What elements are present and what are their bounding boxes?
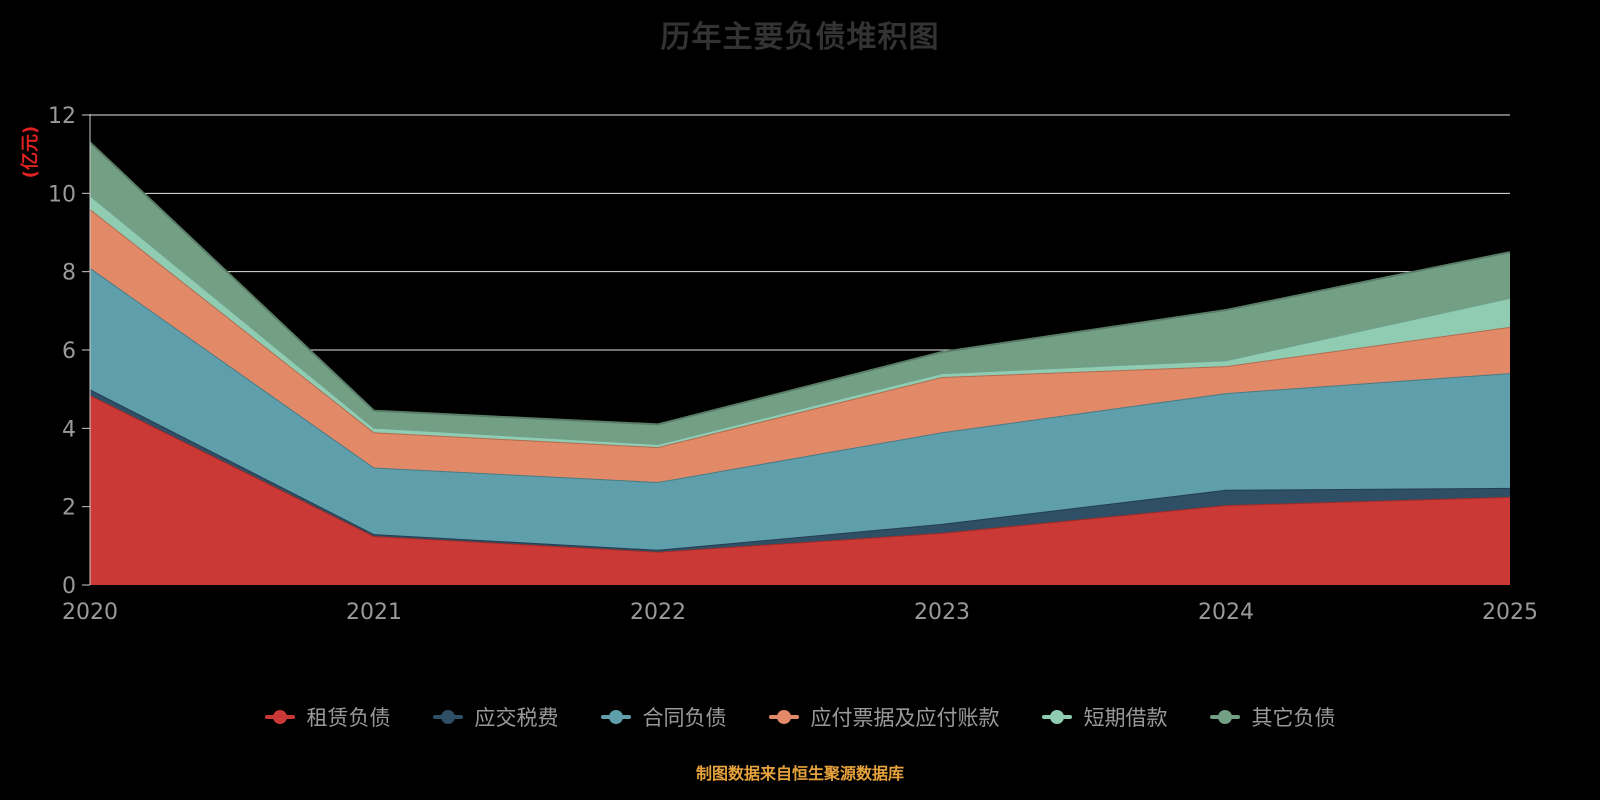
data-source-note: 制图数据来自恒生聚源数据库 [695,764,904,783]
x-tick-label: 2023 [914,600,970,625]
legend-line-dot-icon [600,710,631,724]
x-tick-label: 2024 [1198,600,1254,625]
chart-legend: 租赁负债 应交税费 合同负债 应付票据及应付账款 短期借款 其它负债 [0,702,1600,732]
legend-item[interactable]: 其它负债 [1209,702,1336,732]
legend-label: 合同负债 [642,706,727,730]
area-series [90,389,1510,552]
x-tick-label: 2020 [62,600,118,625]
y-tick-label: 2 [62,496,76,521]
legend-item[interactable]: 租赁负债 [264,702,391,732]
x-tick-label: 2022 [630,600,686,625]
legend-line-dot-icon [768,710,799,724]
legend-line-dot-icon [432,710,463,724]
chart-title: 历年主要负债堆积图 [660,20,940,55]
legend-item[interactable]: 应交税费 [432,702,559,732]
y-axis-title: (亿元) [19,126,41,178]
area-series-border [89,394,1511,553]
area-series [90,395,1510,585]
y-tick-label: 6 [62,339,76,364]
legend-label: 应付票据及应付账款 [810,706,1000,730]
legend-label: 应交税费 [474,706,559,730]
legend-line-dot-icon [1041,710,1072,724]
y-tick-label: 12 [48,104,76,129]
legend-line-dot-icon [1209,710,1240,724]
area-series [90,267,1510,550]
x-tick-label: 2021 [346,600,402,625]
legend-item[interactable]: 应付票据及应付账款 [768,702,1000,732]
area-series-border [89,141,1511,426]
legend-line-dot-icon [264,710,295,724]
legend-label: 其它负债 [1251,706,1336,730]
legend-item[interactable]: 短期借款 [1041,702,1168,732]
area-series [90,209,1510,482]
y-tick-label: 10 [48,182,76,207]
y-tick-label: 0 [62,574,76,599]
legend-label: 租赁负债 [306,706,391,730]
legend-item[interactable]: 合同负债 [600,702,727,732]
x-tick-label: 2025 [1482,600,1538,625]
y-tick-label: 8 [62,261,76,286]
legend-label: 短期借款 [1083,706,1168,730]
y-tick-label: 4 [62,417,76,442]
